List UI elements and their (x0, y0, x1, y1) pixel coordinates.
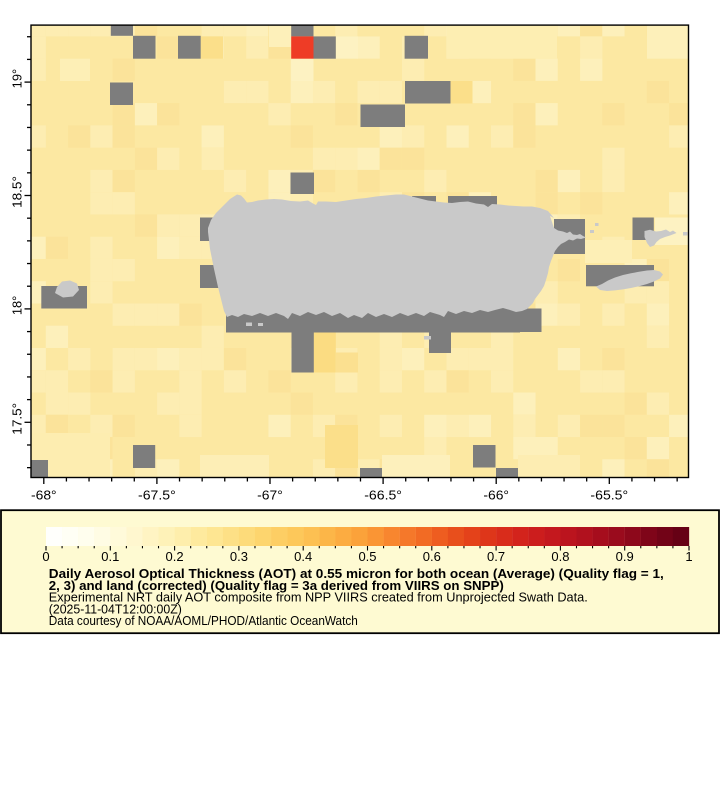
svg-text:0.3: 0.3 (230, 549, 248, 564)
svg-text:-68°: -68° (31, 487, 57, 502)
svg-text:-65.5°: -65.5° (590, 487, 628, 502)
svg-text:17.5°: 17.5° (10, 403, 25, 435)
svg-text:0.8: 0.8 (551, 549, 569, 564)
svg-text:0.9: 0.9 (616, 549, 634, 564)
svg-text:-67°: -67° (257, 487, 283, 502)
svg-text:0.7: 0.7 (487, 549, 505, 564)
svg-text:19°: 19° (10, 69, 25, 89)
svg-text:Experimental NRT daily AOT com: Experimental NRT daily AOT composite fro… (49, 591, 588, 605)
svg-text:0.1: 0.1 (101, 549, 119, 564)
svg-text:Data courtesy of NOAA/AOML/PHO: Data courtesy of NOAA/AOML/PHOD/Atlantic… (49, 614, 358, 628)
svg-text:0: 0 (42, 549, 49, 564)
svg-text:0.4: 0.4 (294, 549, 312, 564)
svg-text:2, 3) and land (corrected) (Qu: 2, 3) and land (corrected) (Quality flag… (49, 578, 504, 593)
svg-text:Daily Aerosol Optical Thicknes: Daily Aerosol Optical Thickness (AOT) at… (49, 566, 664, 581)
svg-text:18°: 18° (10, 296, 25, 316)
svg-text:-66°: -66° (483, 487, 509, 502)
svg-text:0.2: 0.2 (166, 549, 184, 564)
svg-text:1: 1 (685, 549, 692, 564)
svg-text:-66.5°: -66.5° (364, 487, 402, 502)
svg-text:0.5: 0.5 (358, 549, 376, 564)
svg-text:-67.5°: -67.5° (138, 487, 176, 502)
svg-text:0.6: 0.6 (423, 549, 441, 564)
svg-text:18.5°: 18.5° (10, 176, 25, 208)
svg-text:(2025-11-04T12:00:00Z): (2025-11-04T12:00:00Z) (49, 602, 182, 616)
